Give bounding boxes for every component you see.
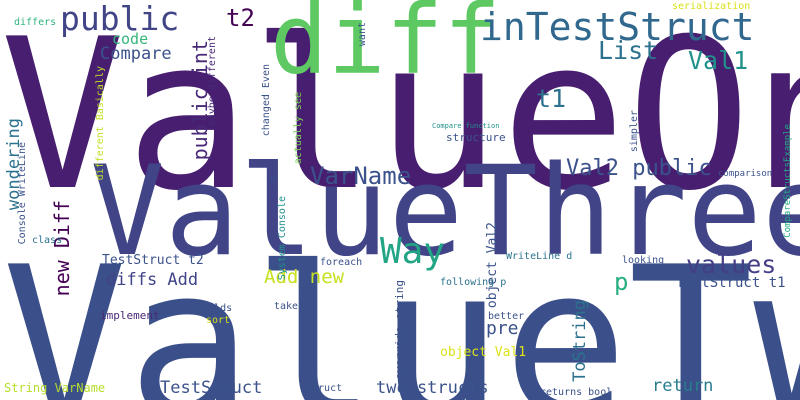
word-serialization: serialization	[672, 1, 751, 12]
word-different-basically: different Basically	[95, 66, 106, 181]
word-diff: diff	[270, 0, 502, 96]
word-public: public	[60, 0, 180, 38]
word-d: d	[270, 173, 277, 184]
word-simpler: simpler	[629, 110, 640, 153]
word-following-p: following p	[440, 277, 507, 288]
word-values: values	[686, 250, 777, 279]
word-struct: struct	[306, 383, 343, 394]
word-p: p	[614, 268, 629, 296]
word-want: want	[357, 22, 368, 47]
word-implement: implement	[100, 309, 160, 322]
word-t1: t1	[536, 84, 567, 113]
word-console-writeline: Console WriteLine	[17, 142, 28, 245]
word-sort: sort	[206, 315, 231, 326]
word-comparison: comparison	[718, 169, 773, 179]
word-two-structs: two structs	[376, 378, 489, 398]
word-differs: differs	[14, 17, 57, 28]
word-val1: Val1	[688, 46, 749, 75]
word-diffs-add: diffs Add	[106, 270, 199, 290]
word-writeline-d: WriteLine d	[506, 251, 573, 262]
word-code: code	[112, 30, 149, 48]
word-object-val2: object Val2	[485, 222, 500, 309]
word-fields: fields	[196, 303, 233, 314]
word-intestStruct: inTestStruct	[480, 5, 755, 49]
word-valuethree: ValueThree	[90, 140, 800, 284]
word-val2-public: Val2 public	[566, 156, 712, 181]
word-teststruct: TestStruct	[160, 378, 263, 398]
word-add-new: Add new	[264, 266, 345, 288]
word-override-string: override string	[393, 280, 406, 380]
word-better: better	[488, 311, 525, 322]
word-comparestructsexample: CompareStructsExample	[783, 124, 793, 238]
word-looking: looking	[622, 255, 665, 266]
word-actually-see: actually see	[293, 92, 304, 165]
word-return: return	[652, 376, 714, 396]
word-class: class	[32, 235, 63, 246]
word-teststruct-t2: TestStruct t2	[102, 253, 204, 268]
word-compare-function: Compare function	[432, 122, 500, 130]
word-compare: Compare	[100, 44, 172, 64]
word-t2: t2	[226, 4, 255, 32]
word-maybe-different: maybe different	[207, 36, 218, 127]
word-take: take	[274, 301, 299, 312]
word-teststruct-t1: TestStruct t1	[676, 275, 786, 291]
word-changed-even: changed Even	[261, 64, 272, 137]
word-new-diff: new Diff	[50, 200, 74, 297]
word-system-console: System Console	[277, 196, 288, 281]
word-returns-bool: returns bool	[540, 387, 613, 398]
word-way: Way	[380, 231, 446, 272]
word-varname: VarName	[310, 162, 412, 190]
word-valueone: ValueOne	[0, 0, 800, 237]
word-valuetwo: ValueTwo	[2, 223, 800, 400]
word-foreach: foreach	[320, 257, 363, 268]
word-object-val1: object Val1	[440, 345, 527, 360]
word-structure: structure	[446, 131, 506, 144]
word-tostring: ToString	[570, 300, 590, 382]
word-pre: pre	[486, 318, 519, 339]
word-list: List	[598, 36, 659, 65]
word-string-varname: String VarName	[4, 381, 106, 395]
